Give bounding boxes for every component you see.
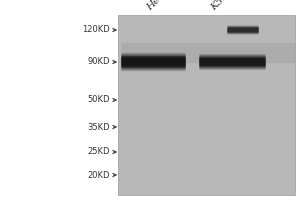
FancyBboxPatch shape (227, 25, 259, 35)
FancyBboxPatch shape (122, 43, 295, 63)
Text: 20KD: 20KD (88, 170, 110, 180)
FancyBboxPatch shape (200, 55, 266, 69)
Bar (118, 15, 295, 195)
FancyBboxPatch shape (227, 26, 259, 34)
Text: 90KD: 90KD (88, 58, 110, 66)
FancyBboxPatch shape (200, 57, 266, 67)
FancyBboxPatch shape (122, 56, 186, 68)
Text: 35KD: 35KD (87, 122, 110, 132)
FancyBboxPatch shape (122, 54, 186, 70)
FancyBboxPatch shape (227, 27, 259, 33)
Text: K562: K562 (210, 0, 236, 12)
Text: Hela: Hela (145, 0, 169, 12)
Text: 50KD: 50KD (88, 96, 110, 104)
Text: 120KD: 120KD (82, 25, 110, 34)
FancyBboxPatch shape (200, 58, 266, 66)
Text: 25KD: 25KD (88, 148, 110, 156)
FancyBboxPatch shape (200, 54, 266, 70)
FancyBboxPatch shape (122, 58, 186, 66)
FancyBboxPatch shape (227, 28, 259, 32)
FancyBboxPatch shape (122, 53, 186, 71)
